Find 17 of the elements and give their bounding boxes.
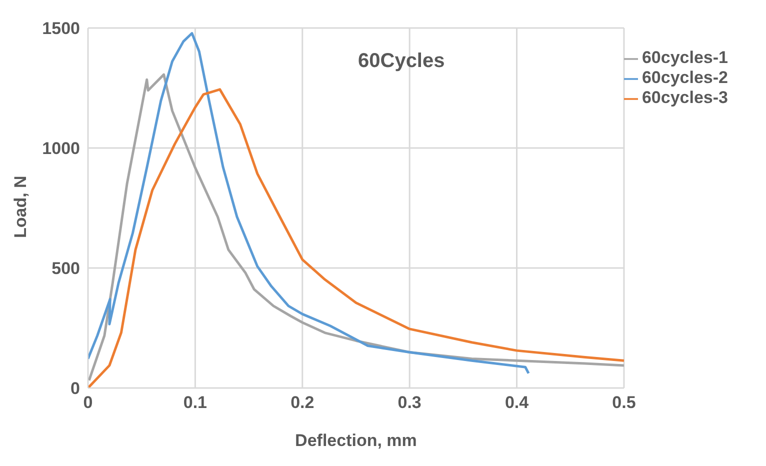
x-tick-label: 0.3 [398, 393, 422, 412]
x-tick-label: 0 [83, 393, 93, 412]
y-tick-label: 500 [52, 259, 80, 278]
legend-label: 60cycles-1 [642, 48, 728, 67]
line-series [88, 32, 530, 375]
x-tick-label: 0.4 [504, 393, 530, 412]
x-tick-label: 0.5 [612, 393, 636, 412]
y-tick-label: 0 [70, 379, 80, 398]
legend-label: 60cycles-3 [642, 88, 728, 107]
legend-label: 60cycles-2 [642, 68, 728, 87]
y-axis-title: Load, N [11, 176, 30, 238]
y-tick-label: 1000 [42, 139, 80, 158]
x-tick-label: 0.2 [290, 393, 314, 412]
annotation: 60Cycles [358, 50, 445, 73]
y-tick-label: 1500 [42, 19, 80, 38]
x-tick-label: 0.1 [183, 393, 208, 412]
x-axis-title: Deflection, mm [295, 431, 417, 450]
